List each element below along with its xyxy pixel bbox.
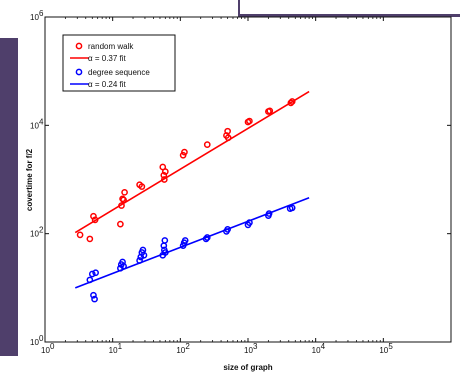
markers — [76, 98, 296, 303]
data-point-series-2 — [161, 237, 169, 244]
x-tick-exponent: 4 — [321, 342, 326, 351]
data-point-series-0 — [118, 202, 125, 209]
data-point-series-0 — [203, 141, 211, 148]
data-point-series-0 — [119, 195, 126, 203]
x-tick-label: 10 — [109, 346, 118, 355]
legend-label-random-walk: random walk — [88, 42, 134, 51]
data-point-series-0 — [160, 176, 168, 183]
data-point-series-2 — [161, 249, 169, 256]
data-point-series-0 — [121, 188, 128, 196]
y-tick-exponent: 2 — [39, 226, 44, 235]
data-point-series-0 — [86, 235, 94, 243]
data-point-series-2 — [120, 262, 127, 270]
data-point-series-0 — [287, 99, 295, 107]
data-point-series-2 — [288, 204, 296, 212]
fit-line-3 — [74, 197, 310, 289]
x-tick-exponent: 0 — [50, 342, 55, 351]
data-point-series-0 — [224, 127, 231, 135]
legend-label-degree-sequence-fit: α = 0.24 fit — [88, 80, 127, 89]
data-point-series-2 — [246, 219, 253, 226]
x-tick-label: 10 — [41, 346, 50, 355]
x-tick-exponent: 5 — [388, 342, 393, 351]
left-strip — [0, 38, 18, 356]
legend-marker-degree-sequence — [75, 68, 83, 76]
y-tick-label: 10 — [30, 338, 39, 347]
x-tick-label: 10 — [379, 346, 388, 355]
fit-line-1 — [74, 90, 310, 234]
data-point-series-0 — [117, 220, 124, 228]
data-point-series-2 — [203, 234, 211, 241]
top-strip-inner — [240, 0, 460, 14]
data-point-series-0 — [246, 117, 253, 125]
data-point-series-2 — [91, 295, 98, 303]
data-point-series-0 — [76, 231, 84, 239]
x-tick-exponent: 1 — [118, 342, 123, 351]
x-axis-label: size of graph — [223, 363, 272, 372]
y-tick-label: 10 — [30, 13, 39, 22]
x-tick-label: 10 — [176, 346, 185, 355]
legend-marker-random-walk — [75, 42, 83, 50]
y-tick-label: 10 — [30, 121, 39, 130]
y-tick-exponent: 0 — [39, 334, 44, 343]
data-point-series-2 — [140, 251, 148, 259]
data-point-series-0 — [160, 171, 168, 179]
data-point-series-0 — [288, 98, 296, 105]
data-point-series-2 — [265, 210, 273, 217]
x-tick-exponent: 3 — [253, 342, 258, 351]
data-point-series-2 — [224, 226, 231, 233]
data-point-series-0 — [179, 151, 187, 159]
y-axis-label: covertime for f/2 — [25, 148, 34, 211]
data-point-series-2 — [88, 270, 96, 278]
fit-lines — [74, 90, 310, 289]
data-point-series-0 — [161, 168, 169, 175]
y-tick-label: 10 — [30, 230, 39, 239]
data-point-series-2 — [90, 291, 97, 299]
data-point-series-2 — [86, 276, 94, 284]
data-point-series-2 — [136, 257, 143, 264]
data-point-series-2 — [92, 269, 99, 277]
x-tick-exponent: 2 — [185, 342, 190, 351]
data-point-series-0 — [138, 183, 146, 190]
y-tick-exponent: 6 — [39, 9, 44, 18]
x-tick-label: 10 — [312, 346, 321, 355]
data-point-series-0 — [91, 216, 99, 224]
data-point-series-0 — [181, 148, 188, 156]
legend-label-random-walk-fit: α = 0.37 fit — [88, 54, 127, 63]
x-tick-label: 10 — [244, 346, 253, 355]
legend: random walk α = 0.37 fit degree sequence… — [62, 34, 176, 92]
ticks: 10 0 10 1 10 2 10 3 10 4 10 510 010 210 410 6 — [30, 9, 451, 355]
data-point-series-2 — [181, 237, 189, 244]
data-point-series-0 — [266, 107, 274, 115]
data-point-series-0 — [224, 134, 232, 142]
data-point-series-0 — [120, 196, 127, 204]
y-tick-exponent: 4 — [39, 117, 44, 126]
legend-label-degree-sequence: degree sequence — [88, 68, 150, 77]
top-strip — [238, 0, 460, 17]
